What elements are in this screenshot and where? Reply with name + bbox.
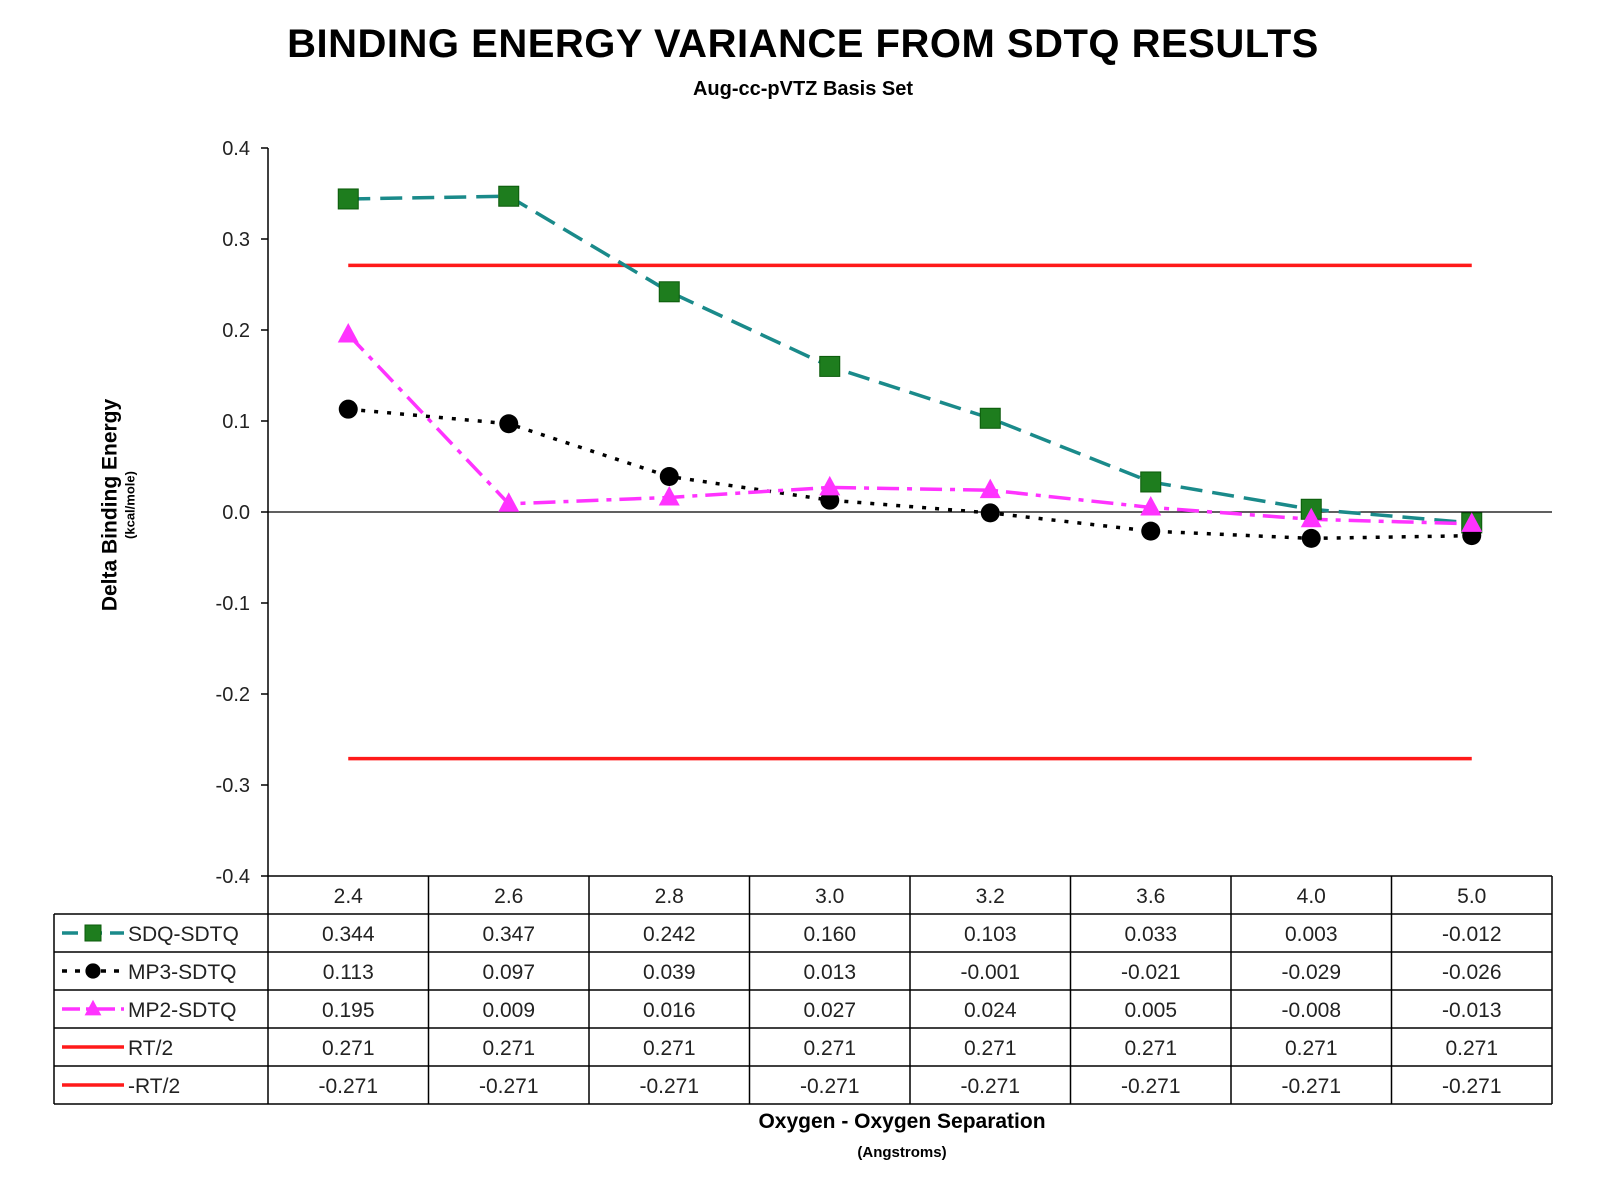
table-value-rt-2: 0.271	[1124, 1037, 1177, 1060]
table-value-sdq-sdtq: 0.242	[643, 923, 696, 946]
table-value-rt-2: -0.271	[639, 1075, 699, 1098]
data-point-mp2-sdtq	[658, 485, 680, 506]
table-value-rt-2: -0.271	[800, 1075, 860, 1098]
table-value-mp2-sdtq: 0.027	[803, 999, 856, 1022]
y-tick-label: -0.3	[216, 775, 250, 797]
table-value-mp3-sdtq: 0.113	[323, 961, 374, 984]
legend-label-rt-2: RT/2	[128, 1037, 173, 1060]
y-tick-label: -0.2	[216, 684, 250, 706]
legend-key-marker-sdq-sdtq	[84, 924, 102, 942]
table-value-rt-2: 0.271	[643, 1037, 696, 1060]
legend-label-mp2-sdtq: MP2-SDTQ	[128, 999, 237, 1022]
table-value-mp2-sdtq: 0.195	[322, 999, 375, 1022]
series-line-mp2-sdtq	[346, 333, 1472, 526]
y-tick-label: -0.1	[216, 593, 250, 615]
table-value-mp2-sdtq: 0.016	[643, 999, 696, 1022]
legend-label-mp3-sdtq: MP3-SDTQ	[128, 961, 237, 984]
table-value-mp3-sdtq: 0.097	[482, 961, 535, 984]
y-tick-label: -0.4	[216, 866, 250, 888]
legend-key-marker-mp3-sdtq	[85, 963, 101, 979]
table-value-rt-2: 0.271	[322, 1037, 375, 1060]
x-tick-label: 2.6	[494, 885, 523, 908]
x-tick-label: 3.0	[815, 885, 844, 908]
data-point-mp3-sdtq	[499, 414, 519, 434]
table-value-sdq-sdtq: 0.344	[322, 923, 375, 946]
x-tick-label: 5.0	[1457, 885, 1486, 908]
data-point-sdq-sdtq	[337, 188, 359, 210]
table-value-rt-2: -0.271	[1121, 1075, 1181, 1098]
series-line-mp3-sdtq	[348, 407, 1472, 541]
table-value-sdq-sdtq: 0.160	[803, 923, 856, 946]
data-point-mp2-sdtq	[819, 475, 841, 496]
data-point-mp2-sdtq	[337, 323, 359, 343]
y-tick-label: 0.0	[222, 502, 250, 524]
chart-subtitle: Aug-cc-pVTZ Basis Set	[692, 78, 914, 100]
x-axis-label: Oxygen - Oxygen Separation	[758, 1110, 1046, 1133]
table-value-rt-2: -0.271	[1442, 1075, 1502, 1098]
table-value-rt-2: 0.271	[803, 1037, 856, 1060]
x-tick-label: 2.8	[655, 885, 684, 908]
data-point-sdq-sdtq	[819, 355, 841, 377]
table-value-sdq-sdtq: -0.012	[1442, 923, 1502, 946]
table-value-sdq-sdtq: 0.003	[1285, 923, 1338, 946]
data-point-mp3-sdtq	[659, 467, 679, 487]
table-value-sdq-sdtq: 0.347	[482, 923, 535, 946]
table-value-mp2-sdtq: -0.013	[1442, 999, 1502, 1022]
table-value-rt-2: -0.271	[1281, 1075, 1341, 1098]
legend-label-sdq-sdtq: SDQ-SDTQ	[128, 923, 239, 946]
legend-key-marker-mp2-sdtq	[84, 999, 102, 1016]
data-point-sdq-sdtq	[1140, 471, 1162, 493]
table-value-mp2-sdtq: -0.008	[1281, 999, 1341, 1022]
table-value-mp3-sdtq: -0.029	[1281, 961, 1341, 984]
x-tick-label: 3.2	[976, 885, 1005, 908]
table-value-rt-2: -0.271	[960, 1075, 1020, 1098]
data-point-sdq-sdtq	[979, 407, 1001, 429]
table-value-mp3-sdtq: -0.026	[1442, 961, 1502, 984]
x-axis-unit: (Angstroms)	[857, 1144, 947, 1161]
table-value-rt-2: 0.271	[482, 1037, 535, 1060]
series-line-sdq-sdtq	[348, 194, 1472, 525]
data-point-mp2-sdtq	[498, 492, 520, 512]
table-value-mp2-sdtq: 0.005	[1124, 999, 1177, 1022]
y-tick-label: 0.2	[222, 320, 250, 342]
table-value-rt-2: 0.271	[1285, 1037, 1338, 1060]
data-point-sdq-sdtq	[658, 281, 680, 303]
data-point-sdq-sdtq	[498, 185, 520, 207]
table-value-rt-2: -0.271	[318, 1075, 378, 1098]
data-point-mp3-sdtq	[1141, 521, 1161, 541]
y-tick-label: 0.4	[222, 138, 250, 160]
legend-label-rt-2: -RT/2	[128, 1075, 180, 1098]
y-tick-label: 0.1	[222, 411, 250, 433]
data-point-mp2-sdtq	[1300, 507, 1322, 528]
data-point-mp3-sdtq	[338, 399, 358, 419]
data-point-mp2-sdtq	[1461, 512, 1483, 532]
table-value-mp2-sdtq: 0.009	[482, 999, 535, 1022]
table-value-mp3-sdtq: -0.001	[960, 961, 1020, 984]
x-tick-label: 3.6	[1136, 885, 1165, 908]
x-tick-label: 4.0	[1297, 885, 1326, 908]
table-value-rt-2: 0.271	[964, 1037, 1017, 1060]
table-value-mp3-sdtq: 0.013	[803, 961, 856, 984]
table-value-mp2-sdtq: 0.024	[964, 999, 1017, 1022]
chart-title: BINDING ENERGY VARIANCE FROM SDTQ RESULT…	[287, 22, 1319, 66]
table-value-rt-2: 0.271	[1445, 1037, 1498, 1060]
data-point-mp3-sdtq	[980, 503, 1000, 523]
table-value-mp3-sdtq: 0.039	[643, 961, 696, 984]
table-value-rt-2: -0.271	[479, 1075, 539, 1098]
data-point-mp2-sdtq	[979, 478, 1001, 499]
table-value-sdq-sdtq: 0.103	[964, 923, 1017, 946]
data-point-mp2-sdtq	[1140, 495, 1162, 516]
table-value-mp3-sdtq: -0.021	[1121, 961, 1181, 984]
x-tick-label: 2.4	[334, 885, 364, 908]
y-tick-label: 0.3	[222, 229, 250, 251]
data-point-mp3-sdtq	[1301, 528, 1321, 548]
table-value-sdq-sdtq: 0.033	[1124, 923, 1177, 946]
